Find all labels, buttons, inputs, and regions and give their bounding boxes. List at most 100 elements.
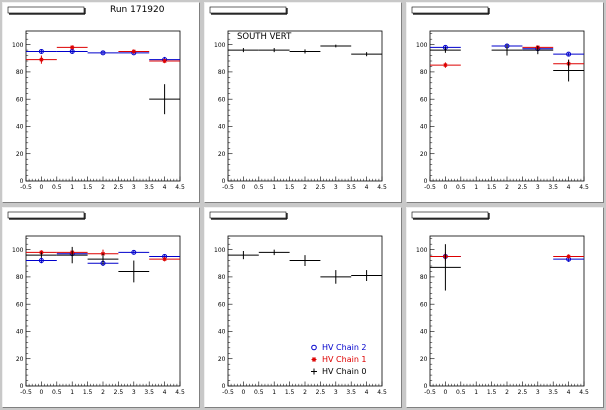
- star-marker: [162, 257, 167, 262]
- x-tick-label: 0.5: [254, 389, 264, 396]
- x-tick-label: 1: [474, 389, 478, 396]
- y-tick-label: 100: [416, 247, 428, 254]
- x-tick-label: 1: [70, 389, 74, 396]
- legend-label-chain0: HV Chain 0: [322, 367, 367, 376]
- y-tick-label: 100: [12, 247, 24, 254]
- x-tick-label: 2: [303, 184, 307, 191]
- x-tick-label: 0: [443, 184, 447, 191]
- x-tick-label: 4: [567, 184, 571, 191]
- data-point: [228, 48, 259, 53]
- y-tick-label: 80: [16, 69, 24, 76]
- data-point: [87, 249, 119, 258]
- title-box: [7, 211, 86, 220]
- series-hv-chain-0: [228, 249, 382, 284]
- x-tick-label: 4.5: [377, 389, 387, 396]
- title-box-frame: [411, 6, 489, 14]
- y-tick-label: 20: [16, 356, 24, 363]
- y-tick-label: 80: [218, 274, 226, 281]
- data-point: [351, 270, 382, 281]
- star-marker: [39, 57, 44, 62]
- y-tick-label: 80: [16, 274, 24, 281]
- x-tick-label: 2.5: [518, 184, 528, 191]
- x-tick-label: 1.5: [487, 184, 497, 191]
- panel-1[interactable]: -0.5 0 0.5 1 1.5 2 2.5 3 3.5 4 4.5 0 20 40 60 80 100: [2, 2, 200, 203]
- title-box: [411, 211, 490, 220]
- panel-4[interactable]: -0.5 0 0.5 1 1.5 2 2.5 3 3.5 4 4.5 0 20 40 60 80 100: [2, 207, 200, 408]
- y-tick-label: 60: [16, 96, 24, 103]
- x-tick-label: 3.5: [144, 389, 154, 396]
- data-point: [149, 84, 180, 115]
- y-tick-label: 80: [420, 69, 428, 76]
- x-tick-label: 0.5: [254, 184, 264, 191]
- circle-marker: [131, 249, 137, 255]
- title-box: [209, 6, 288, 15]
- x-tick-label: -0.5: [424, 184, 436, 191]
- x-tick-label: 1.5: [487, 389, 497, 396]
- y-tick-label: 60: [420, 301, 428, 308]
- data-point: [258, 48, 290, 53]
- y-tick-label: 60: [420, 96, 428, 103]
- x-tick-label: 0: [241, 184, 245, 191]
- star-marker: [162, 59, 167, 63]
- data-point: [430, 47, 461, 53]
- x-tick-label: 4: [163, 184, 167, 191]
- panel-2-plot: -0.5 0 0.5 1 1.5 2 2.5 3 3.5 4 4.5020406080100SOUT…: [209, 6, 387, 191]
- x-tick-label: -0.5: [20, 184, 32, 191]
- x-tick-label: 3: [132, 389, 136, 396]
- x-tick-label: 2: [101, 184, 105, 191]
- y-tick-label: 0: [222, 383, 226, 390]
- panel-6[interactable]: -0.5 0 0.5 1 1.5 2 2.5 3 3.5 4 4.5 0 20 40 60 80 100: [406, 207, 604, 408]
- data-point: [351, 52, 382, 57]
- data-point: [289, 49, 321, 54]
- title-box-frame: [209, 6, 287, 14]
- title-box: [209, 211, 288, 220]
- y-tick-label: 100: [12, 42, 24, 49]
- x-tick-label: 0.5: [456, 389, 466, 396]
- x-tick-label: 0.5: [52, 184, 62, 191]
- x-tick-label: -0.5: [424, 389, 436, 396]
- x-tick-label: 0: [241, 389, 245, 396]
- x-tick-label: 1.5: [285, 184, 295, 191]
- panel-3[interactable]: -0.5 0 0.5 1 1.5 2 2.5 3 3.5 4 4.5 0 20 40 60 80 100: [406, 2, 604, 203]
- title-box: [411, 6, 490, 15]
- data-point: [149, 58, 180, 64]
- title-box-frame: [7, 211, 85, 219]
- star-marker-icon: [311, 357, 317, 362]
- y-tick-label: 100: [416, 42, 428, 49]
- y-tick-label: 20: [218, 151, 226, 158]
- legend-label-chain1: HV Chain 1: [322, 355, 367, 364]
- series-hv-chain-1: [26, 249, 180, 262]
- x-tick-label: 1.5: [83, 389, 93, 396]
- x-tick-label: -0.5: [222, 389, 234, 396]
- series-hv-chain-1: [26, 45, 180, 64]
- star-marker: [70, 45, 75, 50]
- x-tick-label: 3: [334, 389, 338, 396]
- x-tick-label: 2.5: [316, 184, 326, 191]
- star-marker: [566, 254, 571, 259]
- data-point: [26, 252, 57, 258]
- x-tick-label: 4: [567, 389, 571, 396]
- legend-label-chain2: HV Chain 2: [322, 343, 367, 352]
- x-tick-label: -0.5: [222, 184, 234, 191]
- data-point: [26, 48, 57, 54]
- data-point: [56, 246, 88, 264]
- y-tick-label: 0: [20, 383, 24, 390]
- x-tick-label: 3.5: [548, 389, 558, 396]
- y-tick-label: 0: [20, 178, 24, 185]
- x-tick-label: 2.5: [316, 389, 326, 396]
- panel-5[interactable]: -0.5 0 0.5 1 1.5 2 2.5 3 3.5 4 4.5 0 20 40 60 80 100: [204, 207, 402, 408]
- y-tick-label: 80: [218, 69, 226, 76]
- series-hv-chain-2: [26, 48, 180, 63]
- x-tick-label: 2: [303, 389, 307, 396]
- data-point: [26, 55, 57, 64]
- star-marker: [443, 63, 448, 68]
- x-tick-label: 3: [536, 389, 540, 396]
- panel-2[interactable]: -0.5 0 0.5 1 1.5 2 2.5 3 3.5 4 4.5 0 20 40 60 80 100 SOUT…: [204, 2, 402, 203]
- x-tick-label: 4.5: [579, 184, 589, 191]
- data-point: [228, 251, 259, 260]
